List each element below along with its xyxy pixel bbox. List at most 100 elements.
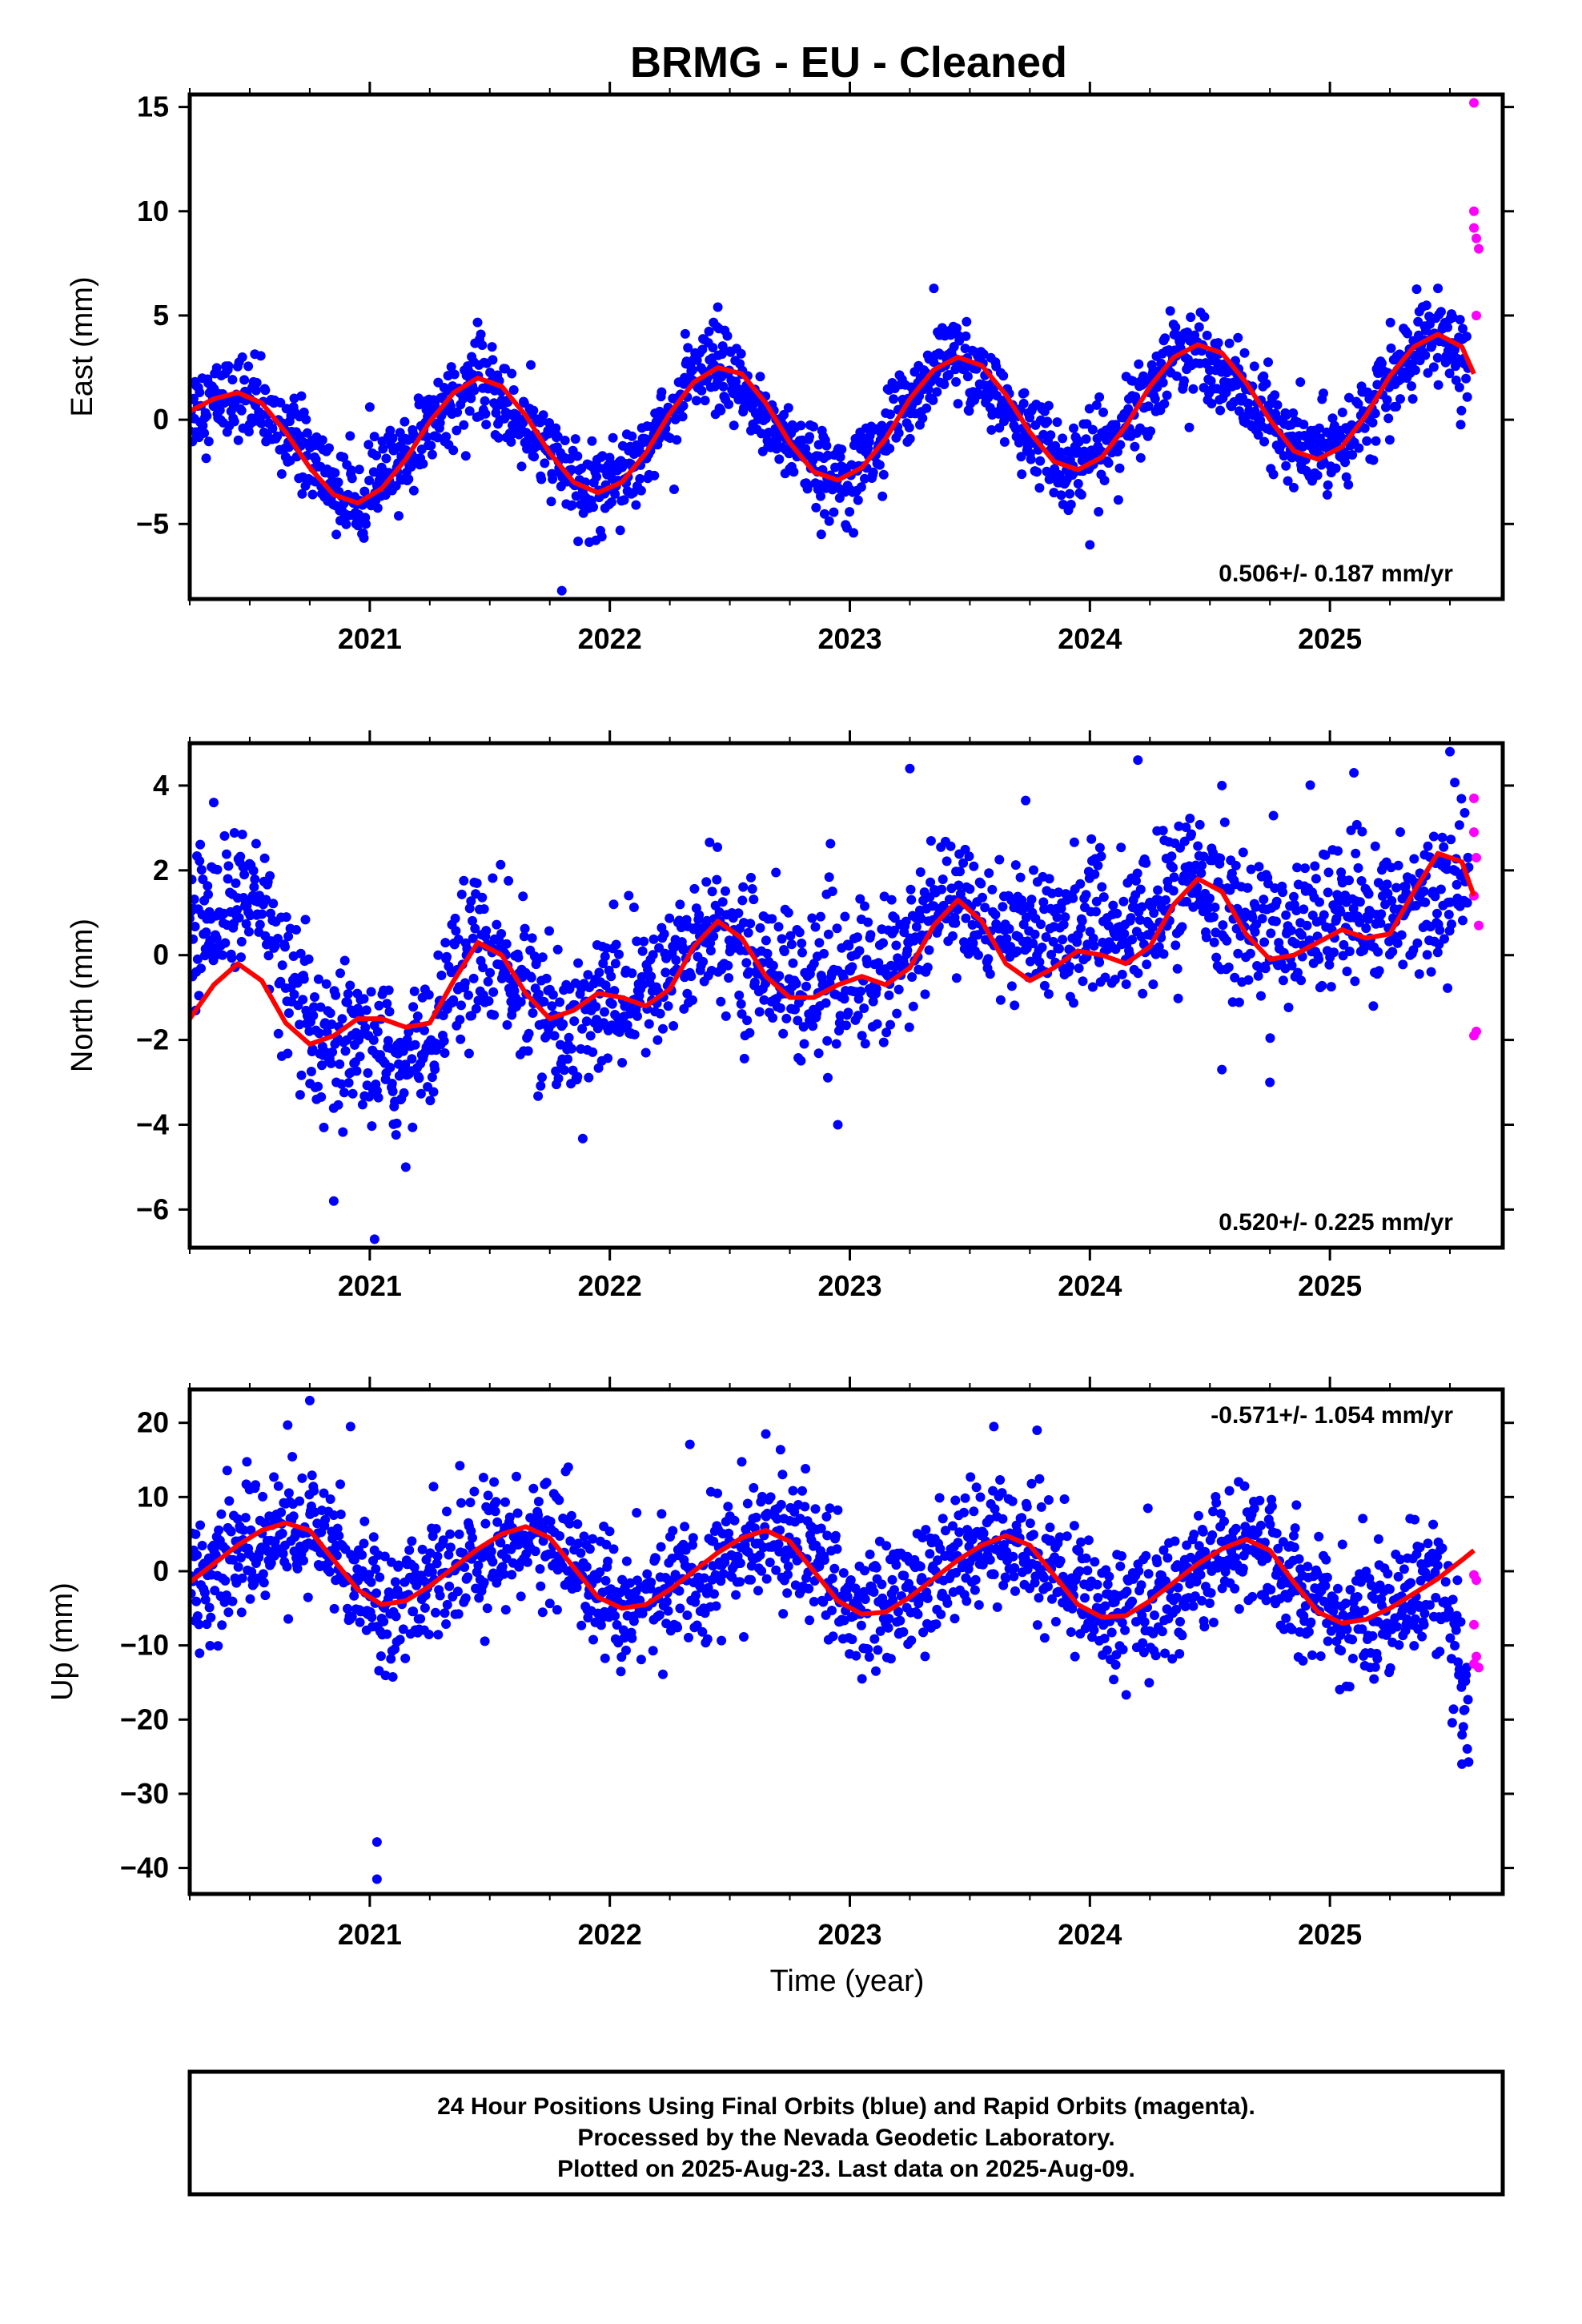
final-orbit-point	[1042, 416, 1053, 427]
final-orbit-point	[926, 877, 936, 887]
final-orbit-point	[795, 1514, 805, 1524]
final-orbit-point	[408, 1606, 419, 1617]
final-orbit-point	[1391, 401, 1402, 412]
final-orbit-point	[1396, 930, 1407, 940]
final-orbit-point	[901, 916, 911, 927]
final-orbit-point	[735, 1558, 745, 1568]
final-orbit-point	[699, 1573, 709, 1583]
final-orbit-point	[359, 1538, 369, 1549]
final-orbit-point	[520, 923, 530, 934]
final-orbit-point	[1278, 887, 1288, 898]
final-orbit-point	[1293, 967, 1303, 978]
final-orbit-point	[1433, 380, 1443, 390]
final-orbit-point	[554, 1495, 564, 1506]
final-orbit-point	[838, 1568, 849, 1578]
final-orbit-point	[1022, 1502, 1032, 1512]
final-orbit-point	[1245, 948, 1255, 959]
final-orbit-point	[432, 1558, 442, 1569]
final-orbit-point	[964, 851, 974, 862]
final-orbit-point	[192, 954, 203, 964]
rapid-orbit-point	[1469, 223, 1480, 233]
final-orbit-point	[1304, 935, 1315, 946]
final-orbit-point	[800, 1502, 810, 1512]
final-orbit-point	[946, 841, 956, 851]
final-orbit-point	[621, 1556, 632, 1566]
final-orbit-point	[745, 919, 756, 929]
final-orbit-point	[266, 1558, 276, 1568]
final-orbit-point	[917, 1533, 928, 1542]
final-orbit-point	[1004, 923, 1014, 934]
final-orbit-point	[263, 951, 274, 961]
final-orbit-point	[310, 1507, 319, 1518]
final-orbit-point	[816, 491, 825, 501]
final-orbit-point	[1158, 826, 1168, 836]
final-orbit-point	[1017, 1513, 1027, 1523]
final-orbit-point	[1446, 834, 1456, 845]
final-orbit-point	[227, 1596, 238, 1606]
final-orbit-point	[1334, 896, 1344, 907]
final-orbit-point	[387, 1672, 398, 1682]
final-orbit-point	[951, 376, 962, 387]
final-orbit-point	[218, 950, 227, 960]
final-orbit-point	[631, 500, 641, 510]
final-orbit-point	[980, 903, 990, 913]
final-orbit-point	[648, 934, 659, 944]
final-orbit-point	[737, 895, 748, 906]
final-orbit-point	[1407, 394, 1418, 404]
final-orbit-point	[1134, 359, 1144, 369]
final-orbit-point	[382, 999, 392, 1009]
final-orbit-point	[288, 951, 299, 961]
final-orbit-point	[480, 408, 491, 419]
final-orbit-point	[736, 348, 746, 359]
final-orbit-point	[1182, 896, 1192, 907]
final-orbit-point	[1311, 874, 1321, 884]
final-orbit-point	[391, 1130, 401, 1140]
final-orbit-point	[1387, 947, 1398, 957]
final-orbit-point	[563, 1462, 573, 1473]
final-orbit-point	[857, 1031, 867, 1041]
final-orbit-point	[797, 939, 807, 948]
final-orbit-point	[309, 1486, 319, 1496]
final-orbit-point	[572, 1582, 582, 1593]
final-orbit-point	[1026, 1478, 1037, 1489]
rapid-orbit-point	[1472, 852, 1482, 862]
final-orbit-point	[651, 1553, 661, 1563]
final-orbit-point	[1188, 384, 1199, 394]
final-orbit-point	[712, 875, 722, 885]
final-orbit-point	[283, 1008, 294, 1019]
final-orbit-point	[920, 989, 930, 999]
final-orbit-point	[819, 1555, 829, 1565]
final-orbit-point	[1062, 1531, 1072, 1542]
final-orbit-point	[1410, 365, 1420, 376]
final-orbit-point	[962, 1596, 972, 1606]
final-orbit-point	[1047, 1594, 1057, 1604]
final-orbit-point	[907, 972, 917, 982]
final-orbit-point	[951, 323, 962, 333]
final-orbit-point	[220, 938, 231, 948]
final-orbit-point	[665, 913, 675, 923]
final-orbit-point	[1043, 989, 1054, 999]
final-orbit-point	[488, 355, 498, 365]
final-orbit-point	[739, 1632, 749, 1642]
final-orbit-point	[533, 1091, 544, 1101]
final-orbit-point	[452, 425, 462, 436]
final-orbit-point	[737, 1009, 747, 1019]
final-orbit-point	[573, 958, 584, 968]
final-orbit-point	[259, 853, 270, 863]
final-orbit-point	[569, 1016, 580, 1027]
final-orbit-point	[754, 1007, 765, 1017]
final-orbit-point	[1333, 846, 1343, 856]
final-orbit-point	[1208, 912, 1219, 922]
final-orbit-point	[824, 516, 834, 526]
final-orbit-point	[1443, 322, 1453, 332]
final-orbit-point	[753, 1586, 763, 1596]
final-orbit-point	[283, 1614, 294, 1624]
final-orbit-point	[829, 507, 839, 517]
final-orbit-point	[566, 464, 576, 475]
final-orbit-point	[1463, 852, 1473, 862]
final-orbit-point	[487, 342, 497, 352]
final-orbit-point	[526, 972, 536, 983]
final-orbit-point	[206, 1612, 216, 1622]
final-orbit-point	[1114, 463, 1125, 473]
final-orbit-point	[567, 500, 577, 510]
